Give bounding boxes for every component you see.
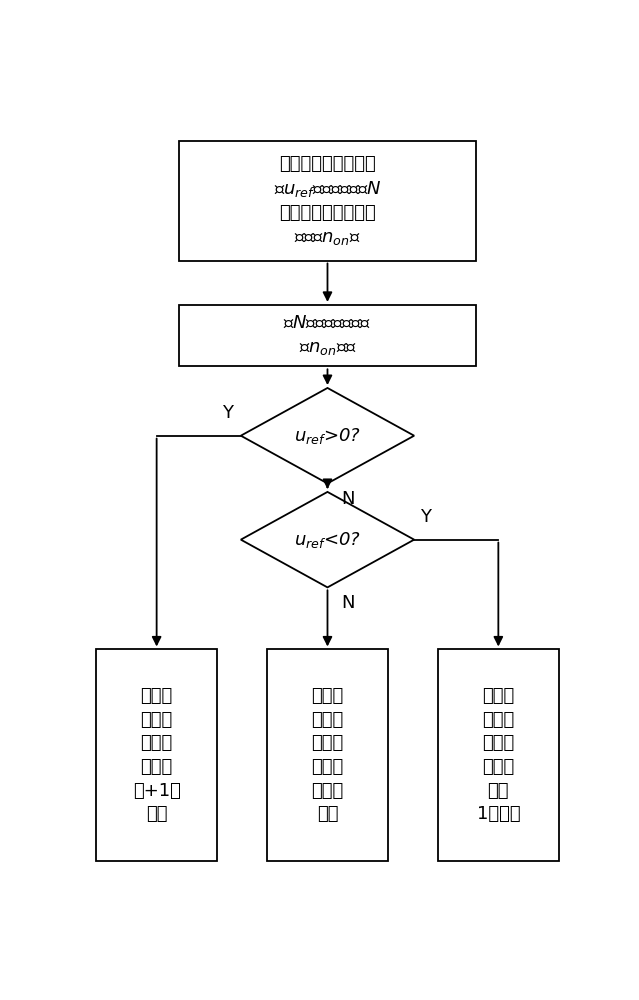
Text: 每段内
的全桥
子模块
并联输
出+1电
平。: 每段内 的全桥 子模块 并联输 出+1电 平。	[133, 687, 181, 823]
Text: 每段内
的全桥
子模块
分别输
出零电
平。: 每段内 的全桥 子模块 分别输 出零电 平。	[311, 687, 344, 823]
Text: 每段内
的全桥
子模块
并联输
出－
1电平。: 每段内 的全桥 子模块 并联输 出－ 1电平。	[477, 687, 520, 823]
Text: 根据桥臂参考调制信
号$u_{ref}$以及子模块数$N$
计算出需要投入的子
模块数$n_{on}$。: 根据桥臂参考调制信 号$u_{ref}$以及子模块数$N$ 计算出需要投入的子 …	[273, 155, 381, 247]
Polygon shape	[241, 388, 414, 483]
Bar	[96, 649, 217, 861]
Polygon shape	[241, 492, 414, 587]
Bar	[438, 649, 559, 861]
Bar	[267, 649, 388, 861]
Bar	[179, 141, 476, 261]
Text: $u_{ref}$<0?: $u_{ref}$<0?	[294, 530, 361, 550]
Text: $u_{ref}$>0?: $u_{ref}$>0?	[294, 426, 361, 446]
Text: 将$N$个子模块平均分
成$n_{on}$个段: 将$N$个子模块平均分 成$n_{on}$个段	[283, 314, 372, 357]
Text: Y: Y	[420, 508, 431, 526]
Bar	[179, 305, 476, 366]
Text: Y: Y	[222, 404, 233, 422]
Text: N: N	[341, 490, 355, 508]
Text: N: N	[341, 594, 355, 612]
